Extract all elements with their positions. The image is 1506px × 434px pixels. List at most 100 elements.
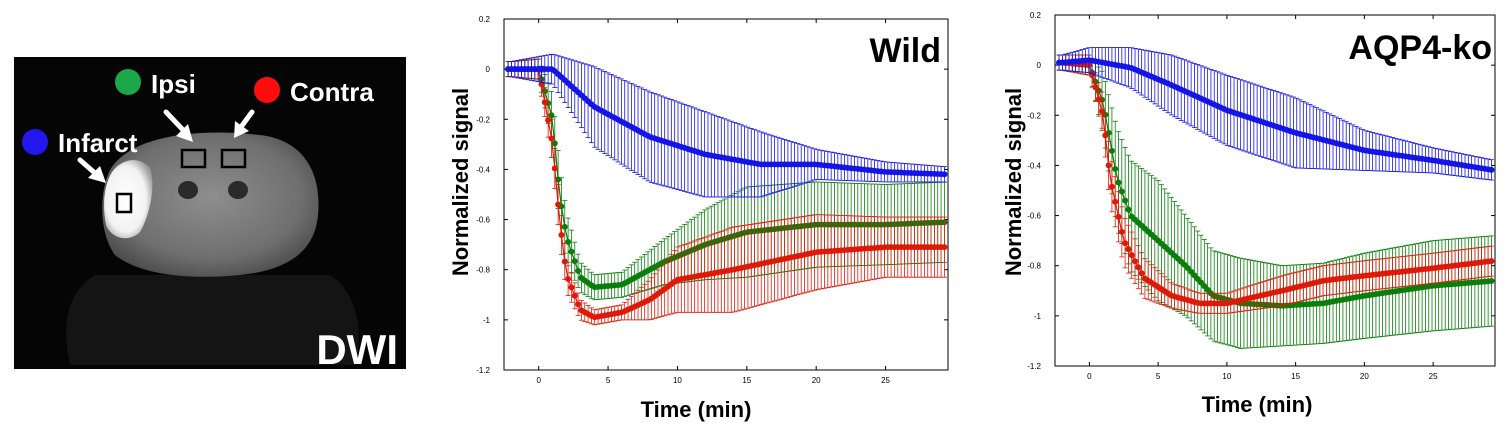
x-tick-label: 5 [1156, 372, 1161, 381]
chart-title: AQP4-ko [1348, 29, 1492, 67]
data-point [545, 117, 552, 124]
chart-aqp4-ko: 0.2 0 -0.2 -0.4 -0.6 -0.8 -1 -1.2 0 5 10 15 20 25 AQP… [1001, 11, 1496, 417]
data-point [568, 248, 575, 255]
data-point [1108, 147, 1115, 154]
data-point [1112, 165, 1119, 172]
data-point [941, 244, 948, 251]
data-point [555, 201, 562, 208]
y-tick-label: 0 [486, 65, 491, 74]
data-point [1115, 179, 1122, 186]
data-point [571, 292, 578, 299]
data-point [1102, 132, 1109, 139]
series-ipsi [1056, 54, 1495, 349]
data-point [568, 284, 575, 291]
data-point [1122, 197, 1129, 204]
legend-label-ipsi: Ipsi [151, 69, 196, 99]
y-tick-label: 0 [1037, 61, 1042, 70]
data-point [1092, 84, 1099, 91]
x-tick-label: 25 [1429, 372, 1438, 381]
x-tick-label: 10 [1222, 372, 1231, 381]
arrow-infarct-icon [77, 157, 106, 183]
y-tick-label: 0.2 [479, 15, 491, 24]
y-tick-label: -0.8 [476, 266, 490, 275]
data-point [1125, 246, 1132, 253]
data-point [561, 258, 568, 265]
data-point [551, 165, 558, 172]
roi-box-ipsi [180, 148, 207, 169]
plot-area [1054, 14, 1496, 367]
data-point [541, 99, 548, 106]
dwi-caption: DWI [316, 326, 398, 373]
series-line [508, 68, 945, 288]
data-point [1108, 183, 1115, 190]
data-point [941, 171, 948, 178]
series-infarct [1056, 47, 1495, 181]
y-axis-label: Normalized signal [1001, 88, 1026, 276]
data-point [555, 176, 562, 183]
data-point [1105, 162, 1112, 169]
series-contra [1056, 54, 1495, 314]
data-point [1135, 264, 1142, 271]
series-line [1059, 59, 1492, 171]
y-tick-label: -0.4 [476, 165, 490, 174]
plot-area [503, 18, 949, 371]
x-axis-label: Time (min) [1202, 392, 1313, 417]
arrow-ipsi-icon [163, 109, 193, 142]
data-point [565, 238, 572, 245]
legend-dot-ipsi [115, 69, 141, 95]
legend-dot-infarct [22, 129, 48, 155]
data-point [1488, 166, 1495, 173]
data-point [548, 112, 555, 119]
x-tick-label: 20 [1360, 372, 1369, 381]
roi-box-contra [220, 148, 247, 169]
y-tick-label: -1 [1034, 312, 1042, 321]
x-tick-label: 5 [606, 376, 611, 385]
data-point [551, 140, 558, 147]
y-tick-label: 0.2 [1030, 11, 1042, 20]
y-tick-label: -0.8 [1027, 262, 1041, 271]
y-tick-label: -1.2 [476, 366, 490, 375]
y-tick-label: -0.6 [1027, 212, 1041, 221]
data-point [1488, 278, 1495, 285]
data-point [1138, 270, 1145, 277]
data-point [1122, 240, 1129, 247]
data-point [1112, 198, 1119, 205]
y-tick-label: -0.6 [476, 216, 490, 225]
data-point [548, 135, 555, 142]
dwi-panel: Ipsi Contra Infarct DWI [14, 57, 406, 373]
legend-dot-contra [254, 77, 280, 103]
data-point [1115, 213, 1122, 220]
x-tick-label: 0 [1087, 372, 1092, 381]
chart-wild: 0.2 0 -0.2 -0.4 -0.6 -0.8 -1 -1.2 0 5 10 15 20 25 Wil… [448, 15, 949, 422]
x-tick-label: 25 [881, 376, 890, 385]
y-tick-label: -0.4 [1027, 161, 1041, 170]
data-point [575, 301, 582, 308]
x-tick-label: 15 [1291, 372, 1300, 381]
data-point [558, 232, 565, 239]
mri-brain-slice [66, 132, 359, 365]
roi-box-infarct [115, 192, 133, 214]
x-tick-label: 10 [673, 376, 682, 385]
data-point [1132, 258, 1139, 265]
legend-label-infarct: Infarct [58, 128, 138, 158]
data-point [561, 223, 568, 230]
x-tick-label: 15 [742, 376, 751, 385]
y-tick-label: -0.2 [1027, 111, 1041, 120]
arrow-contra-icon [234, 109, 255, 138]
chart-title: Wild [870, 32, 941, 70]
x-tick-label: 20 [812, 376, 821, 385]
data-point [1488, 258, 1495, 265]
y-tick-label: -1 [483, 316, 491, 325]
data-point [565, 275, 572, 282]
data-point [575, 267, 582, 274]
y-axis-label: Normalized signal [448, 88, 473, 276]
data-point [1118, 188, 1125, 195]
data-point [1125, 206, 1132, 213]
y-tick-label: -0.2 [476, 115, 490, 124]
x-tick-label: 0 [536, 376, 541, 385]
data-point [1099, 108, 1106, 115]
data-point [1118, 228, 1125, 235]
data-point [571, 258, 578, 265]
data-point [1128, 252, 1135, 259]
y-tick-label: -1.2 [1027, 362, 1041, 371]
